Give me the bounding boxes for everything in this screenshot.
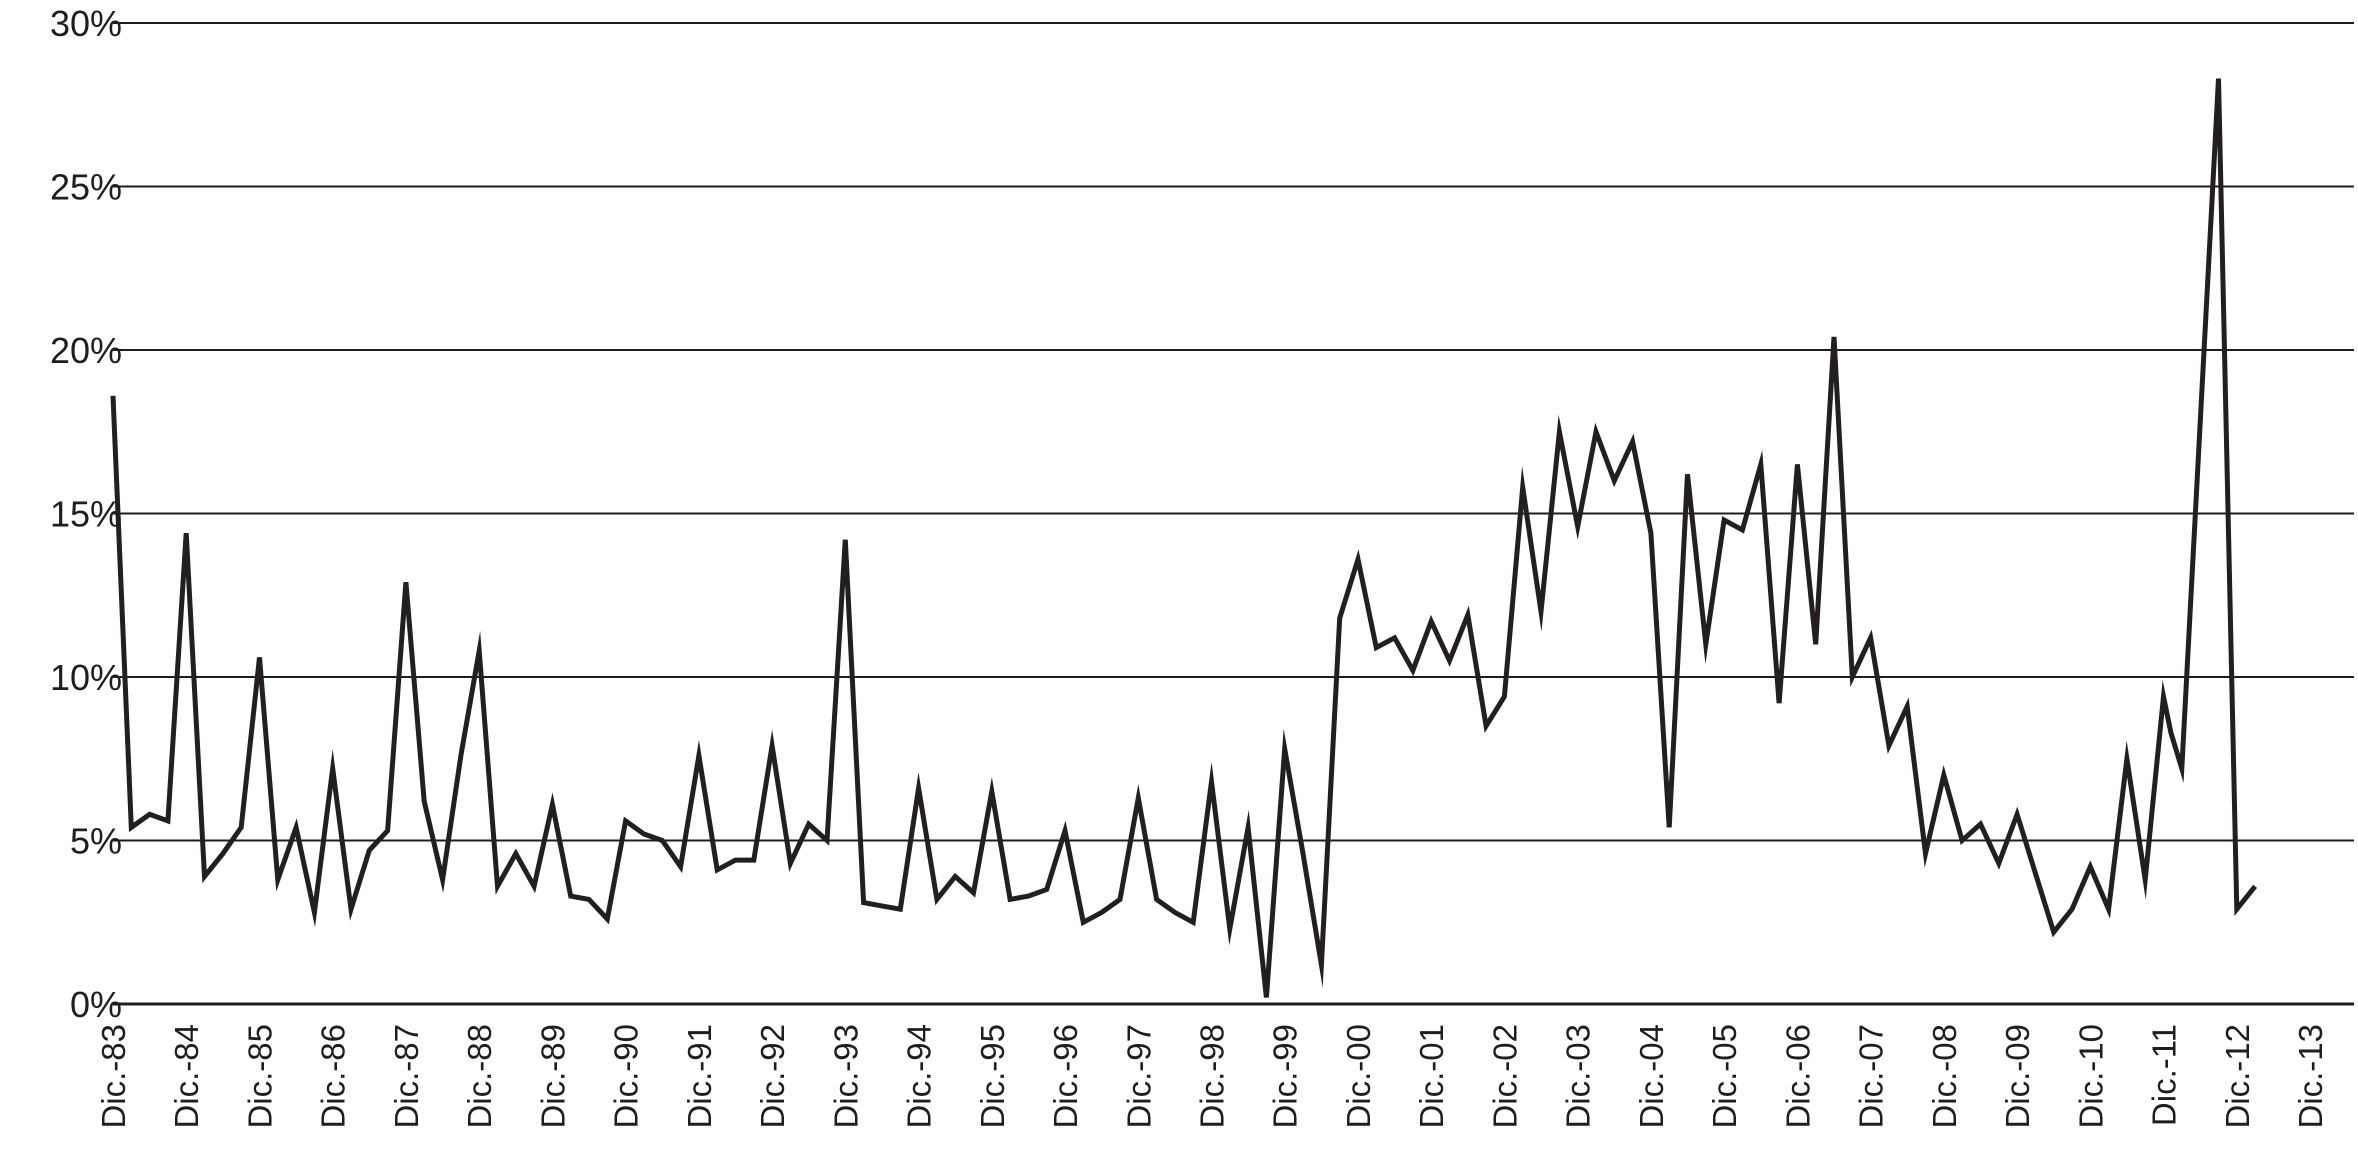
x-tick-label: Dic.-94 [901,1024,938,1129]
x-tick-label: Dic.-03 [1560,1024,1597,1129]
y-tick-label: 5% [70,821,122,862]
x-tick-label: Dic.-89 [534,1024,571,1129]
x-tick-label: Dic.-09 [1999,1024,2036,1129]
x-tick-label: Dic.-99 [1267,1024,1304,1129]
x-tick-label: Dic.-84 [168,1024,205,1129]
x-tick-label: Dic.-12 [2219,1024,2256,1129]
gridlines [113,22,2354,1006]
y-tick-label: 15% [50,494,122,535]
x-tick-label: Dic.-85 [241,1024,278,1129]
x-tick-label: Dic.-91 [681,1024,718,1129]
x-tick-label: Dic.-96 [1047,1024,1084,1129]
y-tick-label: 10% [50,657,122,698]
x-axis-tick-labels: Dic.-83 Dic.-84 Dic.-85 Dic.-86 Dic.-87 Dic.-… [95,1024,2329,1129]
x-tick-label: Dic.-07 [1853,1024,1890,1129]
x-tick-label: Dic.-98 [1194,1024,1231,1129]
x-tick-label: Dic.-08 [1926,1024,1963,1129]
x-tick-label: Dic.-05 [1706,1024,1743,1129]
x-tick-label: Dic.-93 [827,1024,864,1129]
x-tick-label: Dic.-04 [1633,1024,1670,1129]
x-tick-label: Dic.-02 [1486,1024,1523,1129]
x-tick-label: Dic.-86 [315,1024,352,1129]
y-tick-label: 25% [50,167,122,208]
x-tick-label: Dic.-92 [754,1024,791,1129]
x-tick-label: Dic.-95 [974,1024,1011,1129]
series-layer [110,78,2258,998]
x-tick-label: Dic.-90 [608,1024,645,1129]
x-tick-label: Dic.-97 [1120,1024,1157,1129]
x-tick-label: Dic.-10 [2072,1024,2109,1129]
x-tick-label: Dic.-00 [1340,1024,1377,1129]
x-tick-label: Dic.-88 [461,1024,498,1129]
y-axis-tick-labels: 0% 5% 10% 15% 20% 25% 30% [50,3,122,1025]
x-tick-label: Dic.-87 [388,1024,425,1129]
x-tick-label: Dic.-01 [1413,1024,1450,1129]
y-tick-label: 20% [50,330,122,371]
y-tick-label: 0% [70,984,122,1025]
x-tick-label: Dic.-06 [1779,1024,1816,1129]
series-line [110,78,2258,998]
x-tick-label: Dic.-11 [2146,1024,2183,1126]
x-tick-label: Dic.-83 [95,1024,132,1129]
x-tick-label: Dic.-13 [2292,1024,2329,1129]
y-tick-label: 30% [50,3,122,44]
